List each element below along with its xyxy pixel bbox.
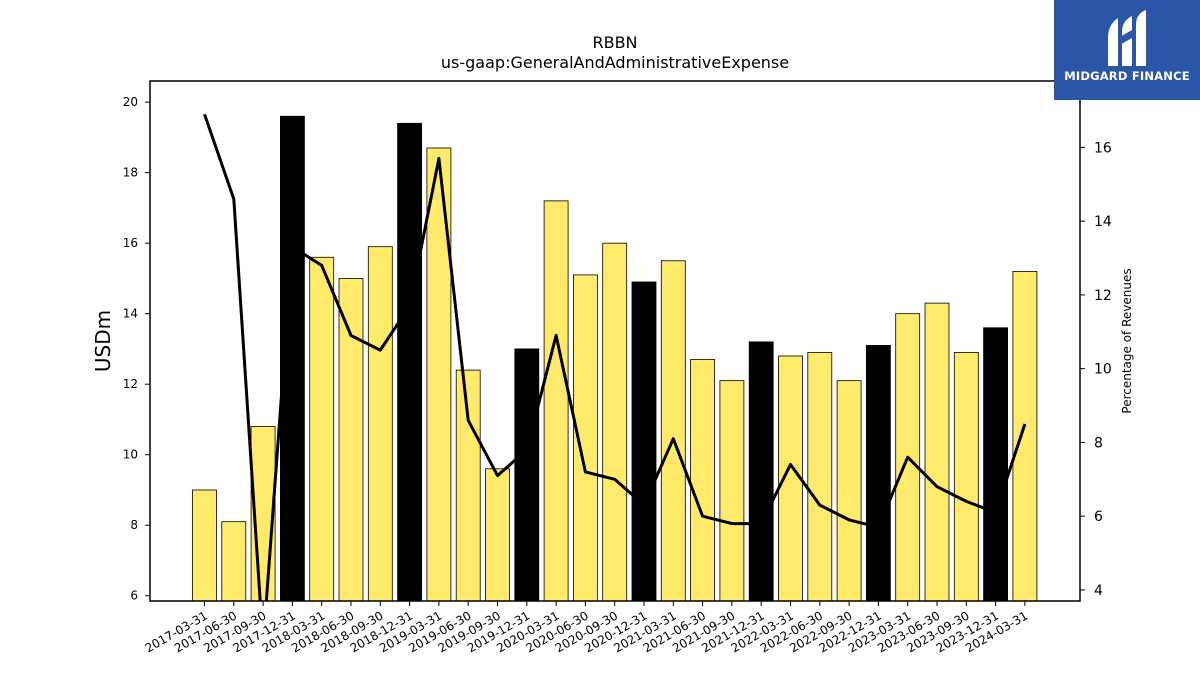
bar-2018-03-31 — [309, 256, 335, 601]
bar-2018-06-30 — [338, 278, 364, 601]
bar-series — [192, 115, 1038, 601]
chart-subtitle: us-gaap:GeneralAndAdministrativeExpense — [441, 53, 789, 72]
bar-2020-03-31 — [543, 200, 569, 601]
bar-2021-06-30 — [690, 359, 715, 601]
bar-2018-09-30 — [367, 246, 393, 601]
percentage-line — [203, 113, 1027, 601]
bar-2024-03-31 — [1012, 270, 1038, 601]
y-tick-label: 20 — [123, 95, 138, 109]
bar-2020-09-30 — [602, 242, 628, 601]
bar-2019-03-31 — [426, 147, 452, 601]
x-axis: 2017-03-312017-06-302017-09-302017-12-31… — [143, 601, 1030, 655]
y2-axis: 4 6 8 10 12 14 16 — [1080, 140, 1112, 599]
y2-tick-label: 16 — [1094, 140, 1112, 156]
line-series — [203, 113, 1027, 601]
y-tick-label: 6 — [130, 589, 138, 603]
bar-2023-12-31 — [983, 327, 1008, 601]
bar-2023-06-30 — [924, 302, 950, 601]
y-tick-label: 14 — [123, 307, 138, 321]
bar-2022-09-30 — [836, 380, 862, 601]
bar-2019-06-30 — [455, 369, 481, 601]
bar-2022-12-31 — [866, 345, 891, 601]
bar-2022-06-30 — [807, 352, 833, 601]
y-tick-label: 16 — [123, 236, 138, 250]
midgard-logo-icon — [1108, 10, 1146, 66]
y2-tick-label: 8 — [1094, 435, 1103, 451]
bar-2023-09-30 — [953, 352, 979, 601]
bar-2021-09-30 — [719, 380, 745, 601]
y-axis-label: USDm — [91, 310, 115, 372]
y2-tick-label: 10 — [1094, 362, 1112, 378]
bar-2017-03-31 — [192, 489, 217, 601]
bar-2019-12-31 — [514, 348, 540, 601]
y2-tick-label: 6 — [1094, 509, 1103, 525]
brand-logo: MIDGARD FINANCE — [1054, 0, 1200, 100]
bar-2020-12-31 — [631, 281, 657, 601]
chart-title: RBBN — [592, 33, 637, 52]
y-axis: 6 8 10 12 14 16 18 20 — [123, 95, 150, 603]
bar-2019-09-30 — [485, 468, 510, 601]
y2-tick-label: 4 — [1094, 583, 1103, 599]
y-tick-label: 10 — [123, 448, 138, 462]
y2-tick-label: 14 — [1094, 214, 1112, 230]
bar-2021-12-31 — [748, 341, 774, 601]
y2-axis-label: Percentage of Revenues — [1120, 268, 1134, 413]
bar-2017-06-30 — [221, 521, 247, 601]
y-tick-label: 12 — [123, 377, 138, 391]
y2-tick-label: 12 — [1094, 288, 1112, 304]
y-tick-label: 18 — [123, 166, 138, 180]
bar-2018-12-31 — [397, 122, 423, 601]
y-tick-label: 8 — [130, 518, 138, 532]
logo-text: MIDGARD FINANCE — [1064, 69, 1190, 83]
bar-2021-03-31 — [660, 260, 686, 601]
